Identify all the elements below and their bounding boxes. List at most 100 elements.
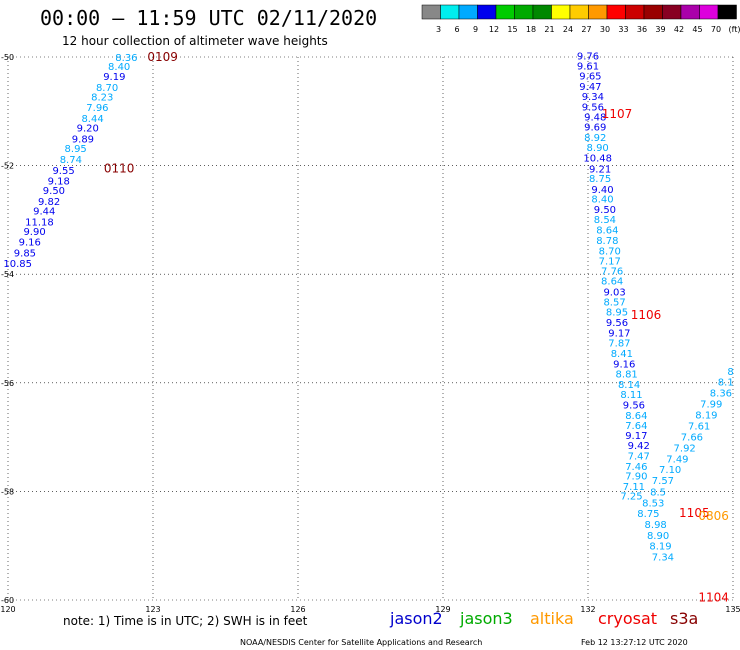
data-point-label: 9.89 — [72, 134, 94, 145]
colorbar-swatch — [717, 4, 737, 20]
colorbar-swatch — [588, 4, 608, 20]
data-point-label: 8.41 — [611, 349, 633, 360]
colorbar-swatch — [514, 4, 534, 20]
data-point-label: 8.78 — [596, 236, 618, 247]
y-tick-label: -50 — [1, 53, 14, 62]
data-point-label: 9.47 — [579, 82, 601, 93]
data-point-label: 8.75 — [637, 509, 659, 520]
data-point-label: 7.47 — [628, 452, 650, 463]
data-point-label: 8.70 — [96, 83, 118, 94]
colorbar-swatch — [606, 4, 626, 20]
data-point-label: 9.40 — [591, 185, 613, 196]
data-point-label: 9.61 — [577, 62, 599, 73]
colorbar-swatch — [551, 4, 571, 20]
colorbar-label: 3 — [436, 25, 441, 34]
data-point-label: 9.55 — [52, 166, 74, 177]
data-point-label: 8.64 — [625, 411, 647, 422]
data-point-label: 8.23 — [91, 93, 113, 104]
pass-label: 1107 — [602, 107, 633, 121]
colorbar-swatch — [680, 4, 700, 20]
data-point-label: 8.40 — [591, 195, 613, 206]
x-tick-label: 135 — [725, 605, 740, 614]
data-point-label: 10.48 — [583, 153, 612, 164]
colorbar-label: 12 — [489, 25, 499, 34]
data-point-label: 7.96 — [86, 103, 108, 114]
data-point-label: 9.50 — [594, 205, 616, 216]
x-tick-label: 123 — [145, 605, 160, 614]
data-point-label: 7.64 — [625, 421, 647, 432]
data-point-label: 9.03 — [603, 288, 625, 299]
y-tick-label: -54 — [1, 270, 14, 279]
data-point-label: 8.44 — [81, 114, 103, 125]
colorbar-label: 15 — [507, 25, 517, 34]
colorbar-swatch — [495, 4, 515, 20]
data-point-label: 9.82 — [38, 197, 60, 208]
data-point-label: 9.16 — [19, 238, 41, 249]
data-point-label: 8 — [727, 367, 733, 378]
data-point-label: 9.20 — [77, 124, 99, 135]
colorbar-label: 33 — [618, 25, 628, 34]
colorbar-label: 27 — [581, 25, 591, 34]
colorbar-label: 42 — [674, 25, 684, 34]
data-point-label: 7.87 — [608, 339, 630, 350]
data-point-label: 8.98 — [645, 520, 667, 531]
x-tick-label: 132 — [580, 605, 595, 614]
data-point-label: 7.25 — [620, 492, 642, 503]
pass-label: 1106 — [631, 308, 662, 322]
colorbar-swatch — [643, 4, 663, 20]
pass-label: 0109 — [147, 50, 178, 64]
colorbar-swatch — [569, 4, 589, 20]
data-point-label: 8.90 — [587, 143, 609, 154]
colorbar-label: 39 — [655, 25, 665, 34]
data-point-label: 9.90 — [23, 227, 45, 238]
footer-note: note: 1) Time is in UTC; 2) SWH is in fe… — [63, 614, 308, 628]
data-point-label: 7.57 — [652, 476, 674, 487]
colorbar-swatch — [532, 4, 552, 20]
colorbar-swatch — [440, 4, 460, 20]
y-tick-label: -58 — [1, 487, 14, 496]
x-tick-label: 126 — [290, 605, 305, 614]
data-point-label: 8.70 — [599, 246, 621, 257]
page-subtitle: 12 hour collection of altimeter wave hei… — [62, 34, 328, 48]
pass-label: 1105 — [679, 506, 710, 520]
colorbar-swatch — [458, 4, 478, 20]
data-point-label: 8.5 — [650, 487, 666, 498]
colorbar-label: 36 — [637, 25, 647, 34]
data-point-label: 8.74 — [60, 155, 82, 166]
data-point-label: 8.36 — [710, 389, 732, 400]
data-point-label: 8.64 — [601, 277, 623, 288]
data-point-label: 8.95 — [606, 308, 628, 319]
data-point-label: 7.46 — [625, 462, 647, 473]
colorbar-label: 30 — [600, 25, 610, 34]
data-point-label: 9.17 — [608, 328, 630, 339]
data-point-label: 9.48 — [584, 113, 606, 124]
data-point-label: 9.34 — [582, 92, 604, 103]
data-point-label: 9.76 — [577, 51, 599, 62]
data-point-label: 8.57 — [603, 297, 625, 308]
data-point-label: 8.81 — [616, 370, 638, 381]
data-point-label: 9.19 — [103, 72, 125, 83]
credit-text: NOAA/NESDIS Center for Satellite Applica… — [240, 638, 482, 647]
data-point-label: 10.85 — [3, 259, 32, 270]
colorbar-label: 70 — [711, 25, 721, 34]
data-point-label: 9.17 — [625, 431, 647, 442]
mission-legend-cryosat: cryosat — [598, 609, 657, 628]
colorbar-label: (ft) — [728, 25, 740, 34]
y-tick-label: -56 — [1, 379, 14, 388]
mission-legend-altika: altika — [530, 609, 574, 628]
data-point-label: 8.1 — [718, 378, 734, 389]
colorbar-swatch — [699, 4, 719, 20]
colorbar-swatch — [625, 4, 645, 20]
data-point-label: 8.64 — [596, 226, 618, 237]
data-point-label: 7.90 — [625, 472, 647, 483]
colorbar-label: 9 — [473, 25, 478, 34]
data-point-label: 7.76 — [601, 266, 623, 277]
data-point-label: 9.56 — [623, 401, 645, 412]
data-point-label: 8.75 — [589, 174, 611, 185]
data-point-label: 9.50 — [43, 186, 65, 197]
data-point-label: 9.42 — [628, 441, 650, 452]
data-point-label: 8.40 — [108, 62, 130, 73]
mission-legend-s3a: s3a — [670, 609, 698, 628]
data-point-label: 8.11 — [620, 390, 642, 401]
data-point-label: 9.56 — [582, 102, 604, 113]
